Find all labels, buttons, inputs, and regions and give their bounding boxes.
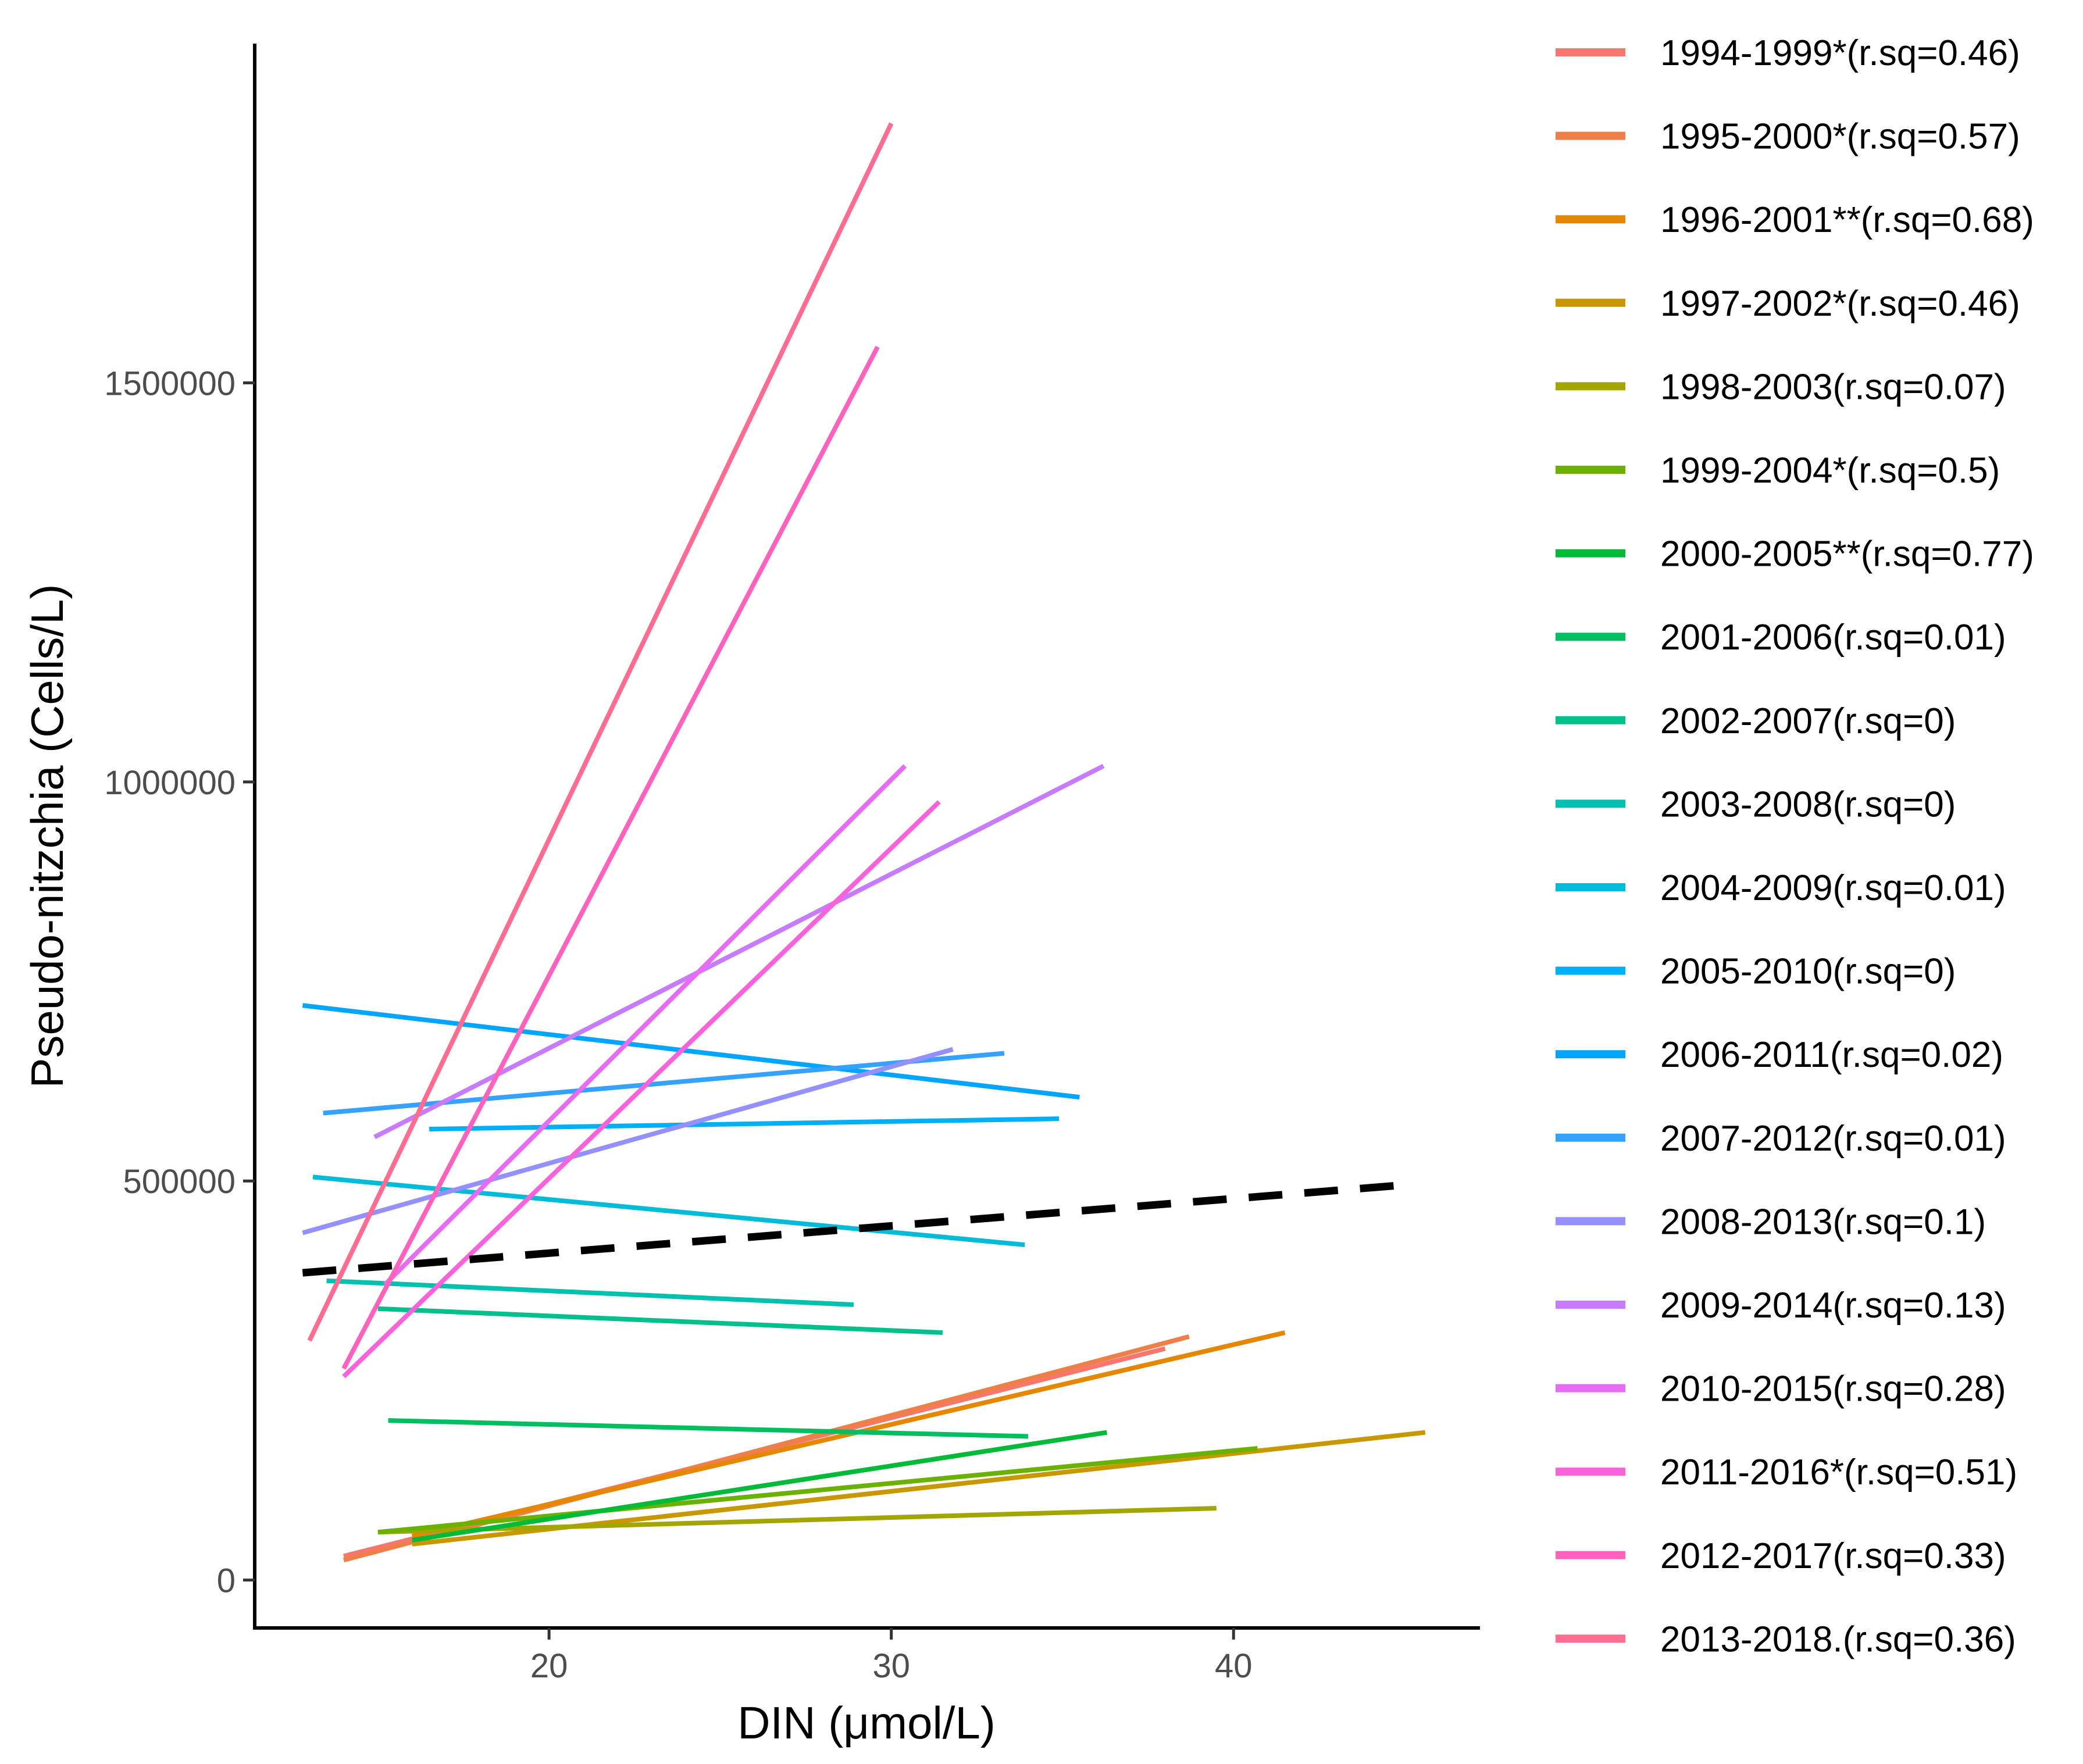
legend-label-11: 2004-2009(r.sq=0.01) xyxy=(1660,868,2006,908)
legend-label-8: 2001-2006(r.sq=0.01) xyxy=(1660,617,2006,658)
series-line-3 xyxy=(411,1330,1286,1539)
legend-label-1: 1994-1999*(r.sq=0.46) xyxy=(1660,33,2020,73)
series-line-19 xyxy=(341,345,880,1370)
legend-label-4: 1997-2002*(r.sq=0.46) xyxy=(1660,284,2020,324)
legend-label-18: 2011-2016*(r.sq=0.51) xyxy=(1660,1452,2017,1492)
x-tick-label: 40 xyxy=(1215,1647,1253,1685)
legend-label-2: 1995-2000*(r.sq=0.57) xyxy=(1660,117,2020,157)
series-line-18 xyxy=(342,800,941,1379)
x-axis-title: DIN (μmol/L) xyxy=(737,1697,996,1748)
series-line-11 xyxy=(312,1174,1025,1248)
y-tick-label: 0 xyxy=(217,1562,236,1600)
y-tick-label: 1000000 xyxy=(104,764,236,802)
reference-dashed-line xyxy=(302,1181,1406,1277)
series-line-16 xyxy=(373,763,1105,1140)
series-line-20 xyxy=(307,122,894,1342)
legend-label-15: 2008-2013(r.sq=0.1) xyxy=(1660,1202,1986,1242)
legend: 1994-1999*(r.sq=0.46) 1995-2000*(r.sq=0.5… xyxy=(1556,33,2034,1659)
y-tick-label: 1500000 xyxy=(104,365,236,402)
legend-label-12: 2005-2010(r.sq=0) xyxy=(1660,952,1956,992)
legend-label-16: 2009-2014(r.sq=0.13) xyxy=(1660,1285,2006,1326)
x-tick-label: 20 xyxy=(530,1647,568,1685)
legend-label-13: 2006-2011(r.sq=0.02) xyxy=(1660,1035,2003,1075)
legend-label-5: 1998-2003(r.sq=0.07) xyxy=(1660,367,2006,407)
series-line-8 xyxy=(388,1418,1029,1439)
series-line-5 xyxy=(377,1506,1217,1535)
series-line-10 xyxy=(326,1278,854,1308)
series-line-12 xyxy=(429,1116,1060,1132)
ticks: 20 30 40 0 500000 1000000 1500000 xyxy=(104,365,1252,1685)
legend-label-20: 2013-2018.(r.sq=0.36) xyxy=(1660,1619,2016,1659)
legend-label-17: 2010-2015(r.sq=0.28) xyxy=(1660,1369,2006,1409)
reference-trend xyxy=(302,1181,1406,1277)
legend-label-3: 1996-2001**(r.sq=0.68) xyxy=(1660,200,2034,240)
series-line-6 xyxy=(377,1446,1258,1535)
legend-label-6: 1999-2004*(r.sq=0.5) xyxy=(1660,451,2000,491)
series-line-13 xyxy=(302,1003,1080,1100)
legend-label-7: 2000-2005**(r.sq=0.77) xyxy=(1660,534,2034,574)
legend-label-14: 2007-2012(r.sq=0.01) xyxy=(1660,1119,2006,1159)
plot-area xyxy=(302,122,1426,1563)
y-tick-label: 500000 xyxy=(123,1163,236,1201)
series-line-2 xyxy=(343,1334,1190,1563)
y-axis-title: Pseudo-nitzchia (Cells/L) xyxy=(22,584,73,1088)
series-line-7 xyxy=(412,1430,1108,1542)
axes xyxy=(253,44,1480,1630)
series-line-15 xyxy=(302,1047,954,1235)
legend-label-9: 2002-2007(r.sq=0) xyxy=(1660,701,1956,741)
series-line-9 xyxy=(377,1306,943,1336)
legend-label-10: 2003-2008(r.sq=0) xyxy=(1660,784,1956,824)
x-tick-label: 30 xyxy=(872,1647,910,1685)
legend-label-19: 2012-2017(r.sq=0.33) xyxy=(1660,1536,2006,1576)
series-line-17 xyxy=(383,764,907,1287)
